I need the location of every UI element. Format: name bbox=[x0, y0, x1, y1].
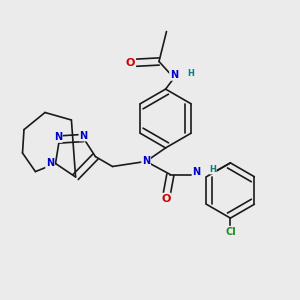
Text: N: N bbox=[54, 132, 62, 142]
Text: N: N bbox=[79, 130, 88, 141]
Text: Cl: Cl bbox=[225, 226, 236, 237]
Text: N: N bbox=[142, 156, 150, 167]
Text: N: N bbox=[170, 70, 178, 80]
Text: N: N bbox=[46, 158, 54, 169]
Text: O: O bbox=[161, 194, 171, 204]
Text: H: H bbox=[187, 69, 194, 78]
Text: N: N bbox=[192, 167, 201, 177]
Text: H: H bbox=[209, 165, 216, 174]
Text: O: O bbox=[126, 58, 135, 68]
